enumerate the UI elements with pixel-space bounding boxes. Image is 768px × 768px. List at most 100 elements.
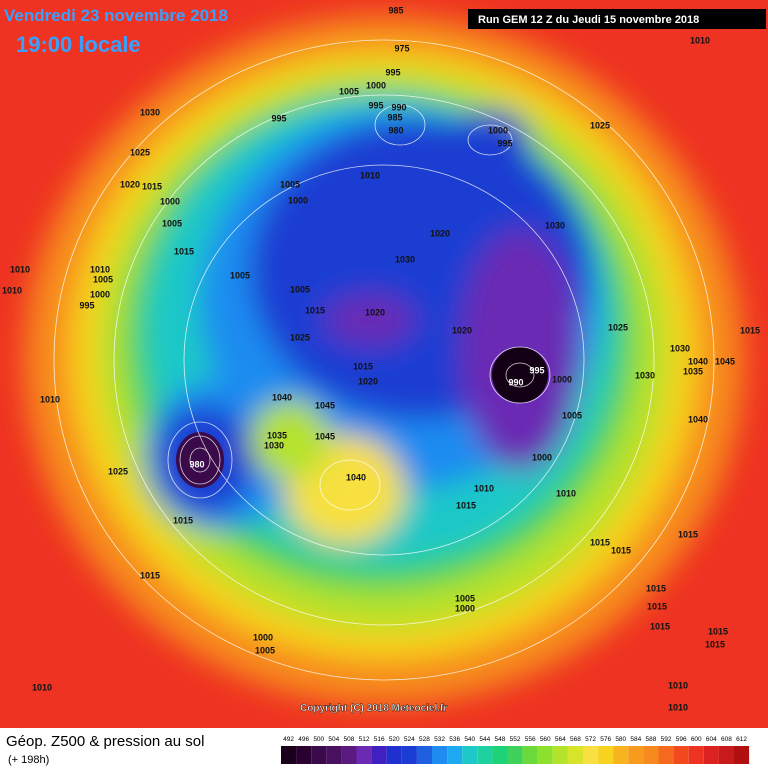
scale-swatch [734,746,750,764]
scale-swatch [492,746,508,764]
pressure-label: 1000 [253,632,273,642]
scale-label: 528 [419,736,430,743]
pressure-label: 1015 [646,583,666,593]
pressure-label: 995 [385,67,400,77]
scale-swatch [643,746,659,764]
scale-label: 536 [449,736,460,743]
scale-swatch [296,746,312,764]
scale-swatch [688,746,704,764]
pressure-label: 1030 [395,254,415,264]
pressure-label: 1000 [455,603,475,613]
scale-swatch [507,746,523,764]
scale-swatch [598,746,614,764]
scale-swatch [432,746,448,764]
copyright: Copyright (C) 2018 Meteociel.fr [300,703,447,714]
scale-label: 532 [434,736,445,743]
footer-subtitle: (+ 198h) [8,754,49,766]
scale-swatch [673,746,689,764]
scale-swatch [703,746,719,764]
pressure-label: 1015 [708,626,728,636]
scale-label: 584 [630,736,641,743]
pressure-label: 1010 [10,264,30,274]
scale-label: 496 [298,736,309,743]
footer-title: Géop. Z500 & pression au sol [6,733,204,750]
pressure-label: 1005 [230,270,250,280]
pressure-label: 1015 [305,305,325,315]
scale-label: 524 [404,736,415,743]
scale-swatch [401,746,417,764]
pressure-label: 1030 [545,220,565,230]
pressure-label: 1015 [142,181,162,191]
pressure-label: 1000 [288,195,308,205]
scale-label: 580 [615,736,626,743]
pressure-label: 1025 [130,147,150,157]
scale-swatch [416,746,432,764]
scale-label: 604 [706,736,717,743]
field [0,0,768,728]
pressure-label: 1010 [360,170,380,180]
run-box [468,9,766,29]
scale-label: 608 [721,736,732,743]
pressure-label: 1030 [635,370,655,380]
scale-label: 492 [283,736,294,743]
pressure-label: 1020 [452,325,472,335]
pressure-label: 1020 [430,228,450,238]
pressure-label: 1015 [353,361,373,371]
scale-swatch [718,746,734,764]
color-scale: 492 496 500 504 508 512 516 520 524 528 532 536 540 5… [281,736,750,764]
pressure-label: 1040 [346,472,366,482]
pressure-label: 1030 [670,343,690,353]
scale-label: 576 [600,736,611,743]
pressure-label: 1005 [339,86,359,96]
pressure-label: 1040 [688,356,708,366]
pressure-label: 1010 [40,394,60,404]
pressure-label: 1040 [272,392,292,402]
scale-swatch [371,746,387,764]
scale-swatch [356,746,372,764]
pressure-label: 1010 [32,682,52,692]
pressure-label: 1020 [358,376,378,386]
pressure-label: 1010 [690,35,710,45]
scale-label: 568 [570,736,581,743]
pressure-label: 980 [388,125,403,135]
pressure-label: 1015 [650,621,670,631]
pressure-label: 1010 [474,483,494,493]
pressure-label: 995 [368,100,383,110]
pressure-label: 1020 [120,179,140,189]
scale-swatch [628,746,644,764]
pressure-label: 1000 [160,196,180,206]
scale-swatch [326,746,342,764]
scale-label: 544 [479,736,490,743]
scale-swatch [386,746,402,764]
pressure-label: 1005 [162,218,182,228]
pressure-label: 1015 [590,537,610,547]
pressure-label: 1000 [90,289,110,299]
scale-swatch [311,746,327,764]
pressure-label: 985 [388,5,403,15]
pressure-label: 1010 [668,702,688,712]
pressure-label: 1025 [108,466,128,476]
pressure-label: 995 [271,113,286,123]
pressure-label: 1020 [365,307,385,317]
scale-label: 500 [313,736,324,743]
scale-label: 564 [555,736,566,743]
pressure-label: 995 [79,300,94,310]
pressure-label: 990 [508,377,523,387]
pressure-label: 1030 [140,107,160,117]
pressure-label: 1025 [608,322,628,332]
scale-swatch [477,746,493,764]
pressure-label: 1000 [552,374,572,384]
pressure-label: 1005 [290,284,310,294]
scale-label: 592 [661,736,672,743]
scale-swatch [462,746,478,764]
pressure-label: 1005 [562,410,582,420]
pressure-label: 1005 [255,645,275,655]
scale-label: 512 [359,736,370,743]
pressure-label: 1015 [678,529,698,539]
scale-swatch [613,746,629,764]
scale-swatch [552,746,568,764]
pressure-label: 1015 [456,500,476,510]
scale-swatch [522,746,538,764]
pressure-label: 1010 [90,264,110,274]
